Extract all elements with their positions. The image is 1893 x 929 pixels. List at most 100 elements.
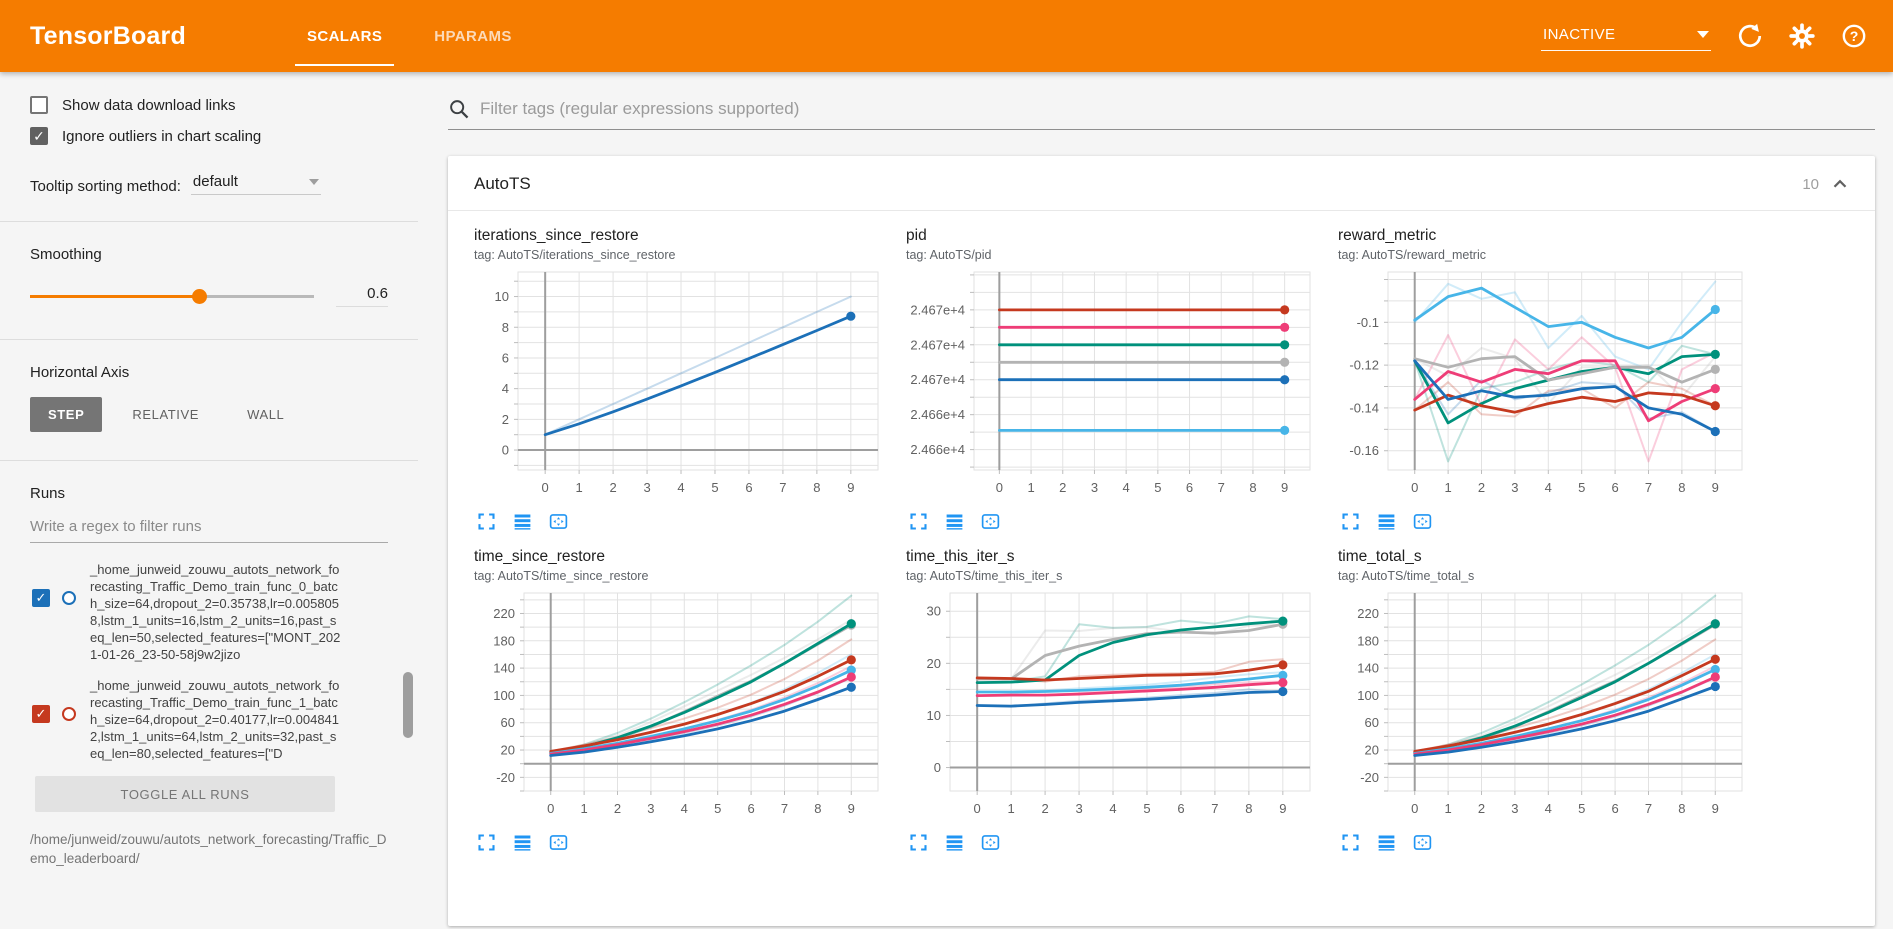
expand-icon[interactable] [476, 511, 497, 532]
x-tick-label: 3 [643, 480, 650, 495]
x-tick-label: 1 [1444, 801, 1451, 816]
chart-plot[interactable]: 0 10 20 30 0 1 2 3 4 5 6 7 8 9 [906, 583, 1322, 823]
series-run-pink [549, 675, 853, 756]
chart-title: time_total_s [1338, 548, 1422, 565]
x-tick-label: 1 [1027, 480, 1034, 495]
x-tick-label: 8 [1678, 801, 1685, 816]
chart-plot[interactable]: -0.1 -0.12 -0.14 -0.16 0 1 2 3 4 5 6 7 8 9 [1338, 262, 1754, 502]
axis-step-button[interactable]: STEP [30, 397, 103, 432]
chart-plot[interactable]: 2.467e+4 2.467e+4 2.467e+4 2.466e+4 2.466e+4… [906, 262, 1322, 502]
x-tick-label: 8 [1678, 480, 1685, 495]
x-tick-label: 4 [1545, 480, 1552, 495]
card-title: AutoTS [474, 174, 531, 193]
fit-domain-icon[interactable] [548, 511, 569, 532]
x-tick-label: 4 [677, 480, 684, 495]
series-end-dot-run-green [846, 619, 856, 629]
run-lines-icon[interactable] [512, 832, 533, 853]
x-tick-label: 2 [1041, 801, 1048, 816]
y-tick-label: 100 [1357, 688, 1379, 703]
chart-plot[interactable]: 0 2 4 6 8 10 0 1 2 3 4 5 6 7 8 9 [474, 262, 890, 502]
run-item: ✓ _home_junweid_zouwu_autots_network_fore… [32, 561, 404, 663]
app-header: TensorBoard SCALARS HPARAMS INACTIVE ? [0, 0, 1893, 72]
series-end-dot-run-green [1710, 619, 1720, 629]
settings-gear-icon[interactable] [1789, 23, 1815, 49]
series-end-dot-run-cyan [1710, 664, 1720, 675]
tab-scalars[interactable]: SCALARS [281, 0, 408, 72]
y-tick-label: 10 [927, 708, 941, 723]
run-lines-icon[interactable] [944, 832, 965, 853]
expand-icon[interactable] [908, 832, 929, 853]
smoothing-label: Smoothing [30, 246, 102, 263]
help-icon[interactable]: ? [1841, 23, 1867, 49]
tag-filter-input[interactable] [480, 99, 1875, 119]
expand-icon[interactable] [1340, 832, 1361, 853]
fit-domain-icon[interactable] [980, 511, 1001, 532]
series-end-dot-run-green [1710, 349, 1720, 360]
run-lines-icon[interactable] [1376, 511, 1397, 532]
chart-plot[interactable]: -20 20 60 100 140 180 220 0 1 2 3 4 5 6 7 8 9 [1338, 583, 1754, 823]
run-name: _home_junweid_zouwu_autots_network_forec… [90, 562, 341, 662]
x-tick-label: 1 [1008, 801, 1015, 816]
tooltip-sorting-dropdown[interactable]: default [190, 173, 321, 195]
status-dropdown[interactable]: INACTIVE [1541, 22, 1711, 51]
y-tick-label: 8 [502, 320, 509, 335]
series-run-green [975, 619, 1285, 684]
fit-domain-icon[interactable] [1412, 511, 1433, 532]
chart-plot[interactable]: -20 20 60 100 140 180 220 0 1 2 3 4 5 6 7 8 9 [474, 583, 890, 823]
series-end-dot-run-cyan [1280, 425, 1290, 435]
axis-relative-button[interactable]: RELATIVE [132, 407, 200, 422]
expand-icon[interactable] [476, 832, 497, 853]
search-icon [450, 100, 469, 119]
x-tick-label: 2 [609, 480, 616, 495]
x-tick-label: 4 [681, 801, 688, 816]
run-checkbox[interactable]: ✓ [32, 589, 50, 607]
run-list: ✓ _home_junweid_zouwu_autots_network_fore… [0, 561, 418, 762]
run-radio[interactable] [62, 591, 76, 605]
autots-card-header[interactable]: AutoTS 10 [448, 156, 1875, 211]
series-end-dot-run-gray [1280, 357, 1290, 367]
runs-filter-input[interactable] [30, 518, 388, 535]
fit-domain-icon[interactable] [548, 832, 569, 853]
y-tick-label: 4 [502, 381, 509, 396]
fit-domain-icon[interactable] [1412, 832, 1433, 853]
y-tick-label: -20 [1360, 770, 1379, 785]
x-tick-label: 6 [745, 480, 752, 495]
smoothing-value[interactable]: 0.6 [336, 285, 388, 307]
chart-title: pid [906, 227, 927, 244]
ignore-outliers-checkbox[interactable]: ✓ [30, 127, 48, 145]
y-tick-label: 2.466e+4 [910, 407, 965, 422]
toggle-all-runs-button[interactable]: TOGGLE ALL RUNS [35, 776, 335, 812]
y-tick-label: 60 [501, 715, 515, 730]
run-lines-icon[interactable] [512, 511, 533, 532]
series-end-dot-run-blue [1278, 686, 1288, 697]
series-run-red [549, 658, 853, 753]
run-checkbox[interactable]: ✓ [32, 705, 50, 723]
series-run-pink-raw [1413, 334, 1717, 463]
show-download-links-checkbox[interactable] [30, 96, 48, 114]
run-name: _home_junweid_zouwu_autots_network_forec… [90, 678, 340, 761]
chart-count: 10 [1802, 175, 1819, 193]
chart-reward_metric: reward_metric tag: AutoTS/reward_metric -0… [1338, 227, 1754, 542]
tab-hparams[interactable]: HPARAMS [434, 27, 512, 45]
chevron-up-icon[interactable] [1829, 173, 1851, 195]
series-run-gray [975, 622, 1285, 681]
series-end-dot-run-red [1278, 660, 1288, 670]
sidebar-scrollbar[interactable] [403, 672, 413, 738]
x-tick-label: 7 [1211, 801, 1218, 816]
slider-thumb[interactable] [192, 289, 208, 304]
x-tick-label: 5 [711, 480, 718, 495]
refresh-icon[interactable] [1737, 23, 1763, 49]
x-tick-label: 7 [1645, 480, 1652, 495]
expand-icon[interactable] [908, 511, 929, 532]
chart-tag: tag: AutoTS/reward_metric [1338, 248, 1486, 262]
smoothing-slider[interactable] [30, 289, 314, 304]
run-lines-icon[interactable] [1376, 832, 1397, 853]
fit-domain-icon[interactable] [980, 832, 1001, 853]
y-tick-label: 140 [493, 661, 515, 676]
run-lines-icon[interactable] [944, 511, 965, 532]
axis-wall-button[interactable]: WALL [247, 407, 285, 422]
series-end-dot-run-red [1280, 305, 1290, 315]
expand-icon[interactable] [1340, 511, 1361, 532]
run-radio[interactable] [62, 707, 76, 721]
series-run-blue [975, 690, 1285, 708]
